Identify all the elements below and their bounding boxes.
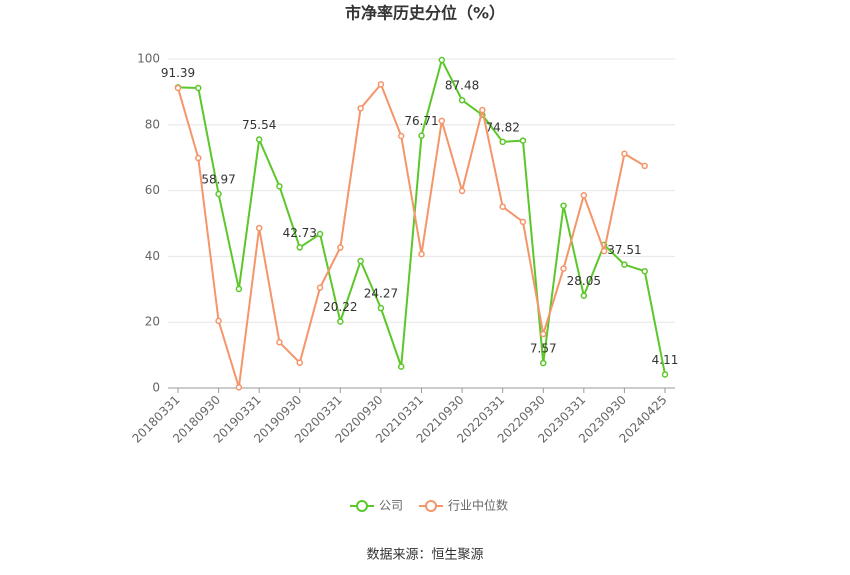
point [600, 247, 608, 255]
y-tick-label: 80 [145, 117, 160, 131]
point [397, 363, 405, 370]
point [519, 218, 527, 226]
point [357, 257, 364, 265]
legend-label: 公司 [379, 499, 403, 513]
value-label: 74.82 [485, 120, 519, 134]
value-label: 20.22 [323, 300, 357, 314]
point [255, 224, 263, 232]
point [458, 96, 466, 104]
point [438, 117, 446, 125]
y-tick-label: 0 [152, 381, 160, 395]
point [195, 154, 202, 162]
point [519, 137, 527, 144]
point [560, 265, 567, 272]
point [195, 84, 202, 92]
y-tick-label: 100 [137, 52, 160, 66]
value-label: 37.51 [607, 243, 641, 257]
point [540, 359, 547, 367]
point [458, 187, 466, 195]
chart-title: 市净率历史分位（%） [345, 4, 505, 23]
value-label: 76.71 [404, 114, 438, 128]
point [337, 244, 344, 251]
point [296, 359, 303, 366]
legend-marker [425, 500, 438, 512]
point [499, 203, 506, 210]
point [296, 244, 303, 251]
value-label: 28.05 [567, 274, 601, 288]
value-label: 87.48 [445, 79, 479, 93]
point [215, 190, 222, 198]
point [337, 318, 344, 325]
value-label: 24.27 [364, 287, 398, 301]
point [479, 106, 486, 114]
point [235, 384, 243, 391]
series-line [177, 82, 646, 388]
value-label: 75.54 [242, 118, 276, 132]
y-tick-label: 20 [145, 315, 160, 329]
value-label: 91.39 [161, 66, 195, 80]
source: 数据来源：恒生聚源 [366, 548, 483, 563]
point [276, 183, 283, 190]
value-label: 7.57 [530, 342, 557, 356]
point [377, 304, 385, 312]
point [215, 317, 222, 325]
point [499, 138, 506, 146]
point [580, 191, 588, 199]
value-label: 42.73 [283, 226, 317, 240]
point [560, 202, 567, 209]
point [377, 81, 385, 88]
point [276, 339, 283, 346]
point [621, 150, 628, 158]
point [661, 371, 669, 378]
point [641, 162, 648, 170]
point [255, 136, 263, 143]
point [580, 292, 588, 299]
point [418, 250, 425, 258]
point [316, 230, 324, 238]
point [641, 267, 648, 275]
value-label: 4.11 [652, 353, 679, 367]
point [235, 285, 243, 293]
point [316, 284, 324, 291]
point [397, 132, 405, 140]
point [438, 56, 446, 64]
point [540, 330, 547, 338]
point [621, 261, 628, 268]
legend-label: 行业中位数 [448, 498, 508, 513]
point [357, 105, 364, 112]
point [174, 84, 182, 92]
value-label: 58.97 [201, 172, 235, 186]
legend-marker [356, 500, 368, 512]
y-tick-label: 60 [145, 183, 160, 197]
y-tick-label: 40 [145, 249, 160, 263]
point [418, 132, 425, 139]
